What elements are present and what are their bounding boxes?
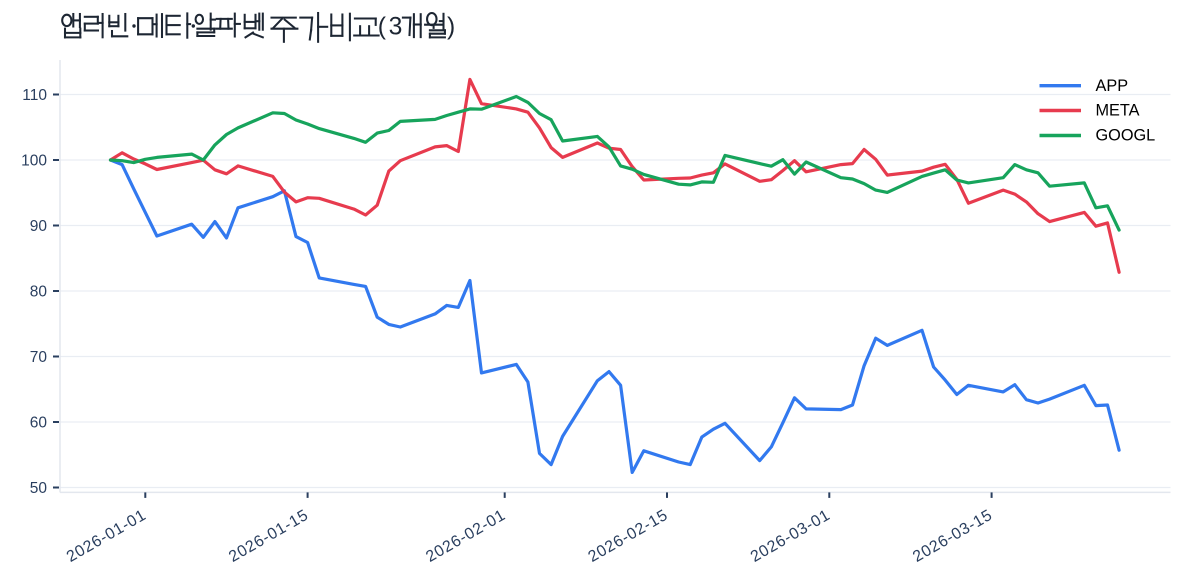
svg-text:GOOGL: GOOGL xyxy=(1096,127,1156,145)
svg-text:70: 70 xyxy=(30,349,48,366)
svg-text:3: 3 xyxy=(389,14,403,41)
svg-text:90: 90 xyxy=(30,218,48,235)
svg-text:): ) xyxy=(447,14,455,41)
svg-text:60: 60 xyxy=(30,414,48,431)
svg-text:50: 50 xyxy=(30,480,48,497)
svg-text:110: 110 xyxy=(22,87,47,104)
svg-text:80: 80 xyxy=(30,283,48,300)
svg-text:APP: APP xyxy=(1096,77,1129,95)
svg-text:100: 100 xyxy=(21,152,47,169)
svg-text:META: META xyxy=(1096,102,1140,120)
svg-text:(: ( xyxy=(378,14,387,41)
